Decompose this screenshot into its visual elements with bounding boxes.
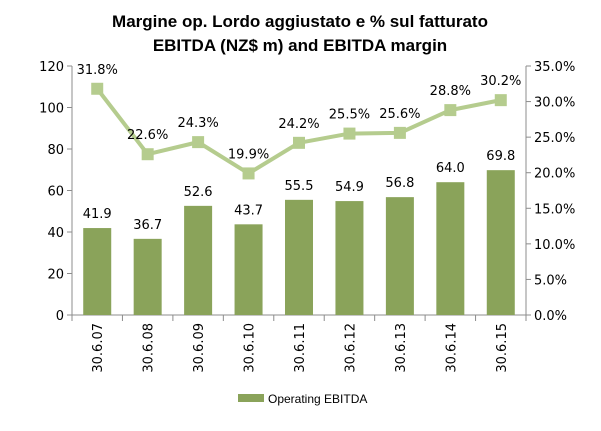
bar-value-label: 36.7 — [133, 218, 162, 233]
axes: 0 20 40 60 80 100 120 0.0% 5.0% 10.0% 15.0% 20.0% 25… — [39, 60, 575, 373]
x-tick-label: 30.6.09 — [192, 323, 207, 373]
bar-30.6.12 — [335, 201, 364, 315]
data-labels: 41.9 36.7 52.6 43.7 55.5 54.9 56.8 64.0 69.8 31.8… — [77, 63, 522, 233]
left-tick-label: 100 — [39, 102, 64, 117]
margin-point-30.6.12 — [343, 127, 356, 140]
chart-title: Margine op. Lordo aggiustato e % sul fat… — [112, 12, 488, 31]
bar-value-label: 41.9 — [83, 207, 112, 222]
x-tick-label: 30.6.14 — [444, 323, 459, 373]
right-tick-label: 20.0% — [534, 167, 575, 182]
margin-value-label: 24.2% — [278, 117, 319, 132]
bar-value-label: 64.0 — [436, 161, 465, 176]
x-tick-label: 30.6.08 — [142, 323, 157, 373]
line-series — [91, 82, 507, 180]
left-tick-label: 40 — [47, 226, 64, 241]
left-tick-label: 0 — [56, 309, 64, 324]
margin-value-label: 25.5% — [329, 108, 370, 123]
bar-30.6.15 — [486, 170, 515, 315]
legend-label-operating-ebitda: Operating EBITDA — [268, 392, 367, 406]
margin-value-label: 28.8% — [430, 84, 471, 99]
bar-value-label: 52.6 — [184, 185, 213, 200]
margin-point-30.6.14 — [444, 104, 457, 117]
margin-point-30.6.10 — [242, 167, 255, 180]
bar-30.6.09 — [184, 205, 213, 315]
margin-value-label: 30.2% — [480, 74, 521, 89]
bar-30.6.11 — [285, 199, 313, 315]
bar-30.6.14 — [436, 182, 465, 315]
x-tick-label: 30.6.07 — [91, 323, 106, 373]
left-tick-label: 120 — [39, 60, 64, 75]
x-tick-label: 30.6.11 — [293, 323, 308, 373]
bar-series — [83, 170, 515, 315]
margin-value-label: 31.8% — [77, 63, 118, 78]
margin-value-label: 22.6% — [127, 128, 168, 143]
bar-value-label: 56.8 — [385, 176, 414, 191]
margin-point-30.6.15 — [494, 94, 507, 107]
right-tick-label: 5.0% — [534, 273, 567, 288]
bar-value-label: 43.7 — [234, 203, 263, 218]
legend-swatch-operating-ebitda — [238, 394, 264, 402]
chart-subtitle: EBITDA (NZ$ m) and EBITDA margin — [153, 36, 447, 55]
margin-point-30.6.08 — [141, 148, 154, 161]
right-tick-label: 0.0% — [534, 309, 567, 324]
margin-value-label: 24.3% — [177, 116, 218, 131]
x-tick-label: 30.6.13 — [394, 323, 409, 373]
x-tick-label: 30.6.15 — [495, 323, 510, 373]
margin-point-30.6.13 — [393, 126, 406, 139]
x-tick-label: 30.6.10 — [243, 323, 258, 373]
bar-30.6.07 — [83, 228, 112, 315]
margin-value-label: 25.6% — [379, 107, 420, 122]
left-tick-label: 20 — [47, 268, 64, 283]
legend: Operating EBITDA — [238, 392, 367, 406]
x-tick-label: 30.6.12 — [343, 323, 358, 373]
bar-30.6.10 — [234, 224, 263, 315]
bar-value-label: 55.5 — [285, 179, 314, 194]
left-tick-label: 60 — [47, 185, 64, 200]
margin-point-30.6.11 — [293, 136, 305, 149]
right-tick-label: 15.0% — [534, 202, 575, 217]
bar-30.6.13 — [385, 197, 414, 315]
margin-point-30.6.07 — [91, 82, 104, 95]
right-tick-label: 10.0% — [534, 238, 575, 253]
right-tick-label: 35.0% — [534, 60, 575, 75]
bar-30.6.08 — [133, 238, 162, 315]
margin-point-30.6.09 — [192, 136, 205, 149]
bar-value-label: 69.8 — [486, 149, 515, 164]
right-tick-label: 25.0% — [534, 131, 575, 146]
bar-value-label: 54.9 — [335, 180, 364, 195]
right-tick-label: 30.0% — [534, 96, 575, 111]
left-tick-label: 80 — [47, 143, 64, 158]
margin-value-label: 19.9% — [228, 147, 269, 162]
